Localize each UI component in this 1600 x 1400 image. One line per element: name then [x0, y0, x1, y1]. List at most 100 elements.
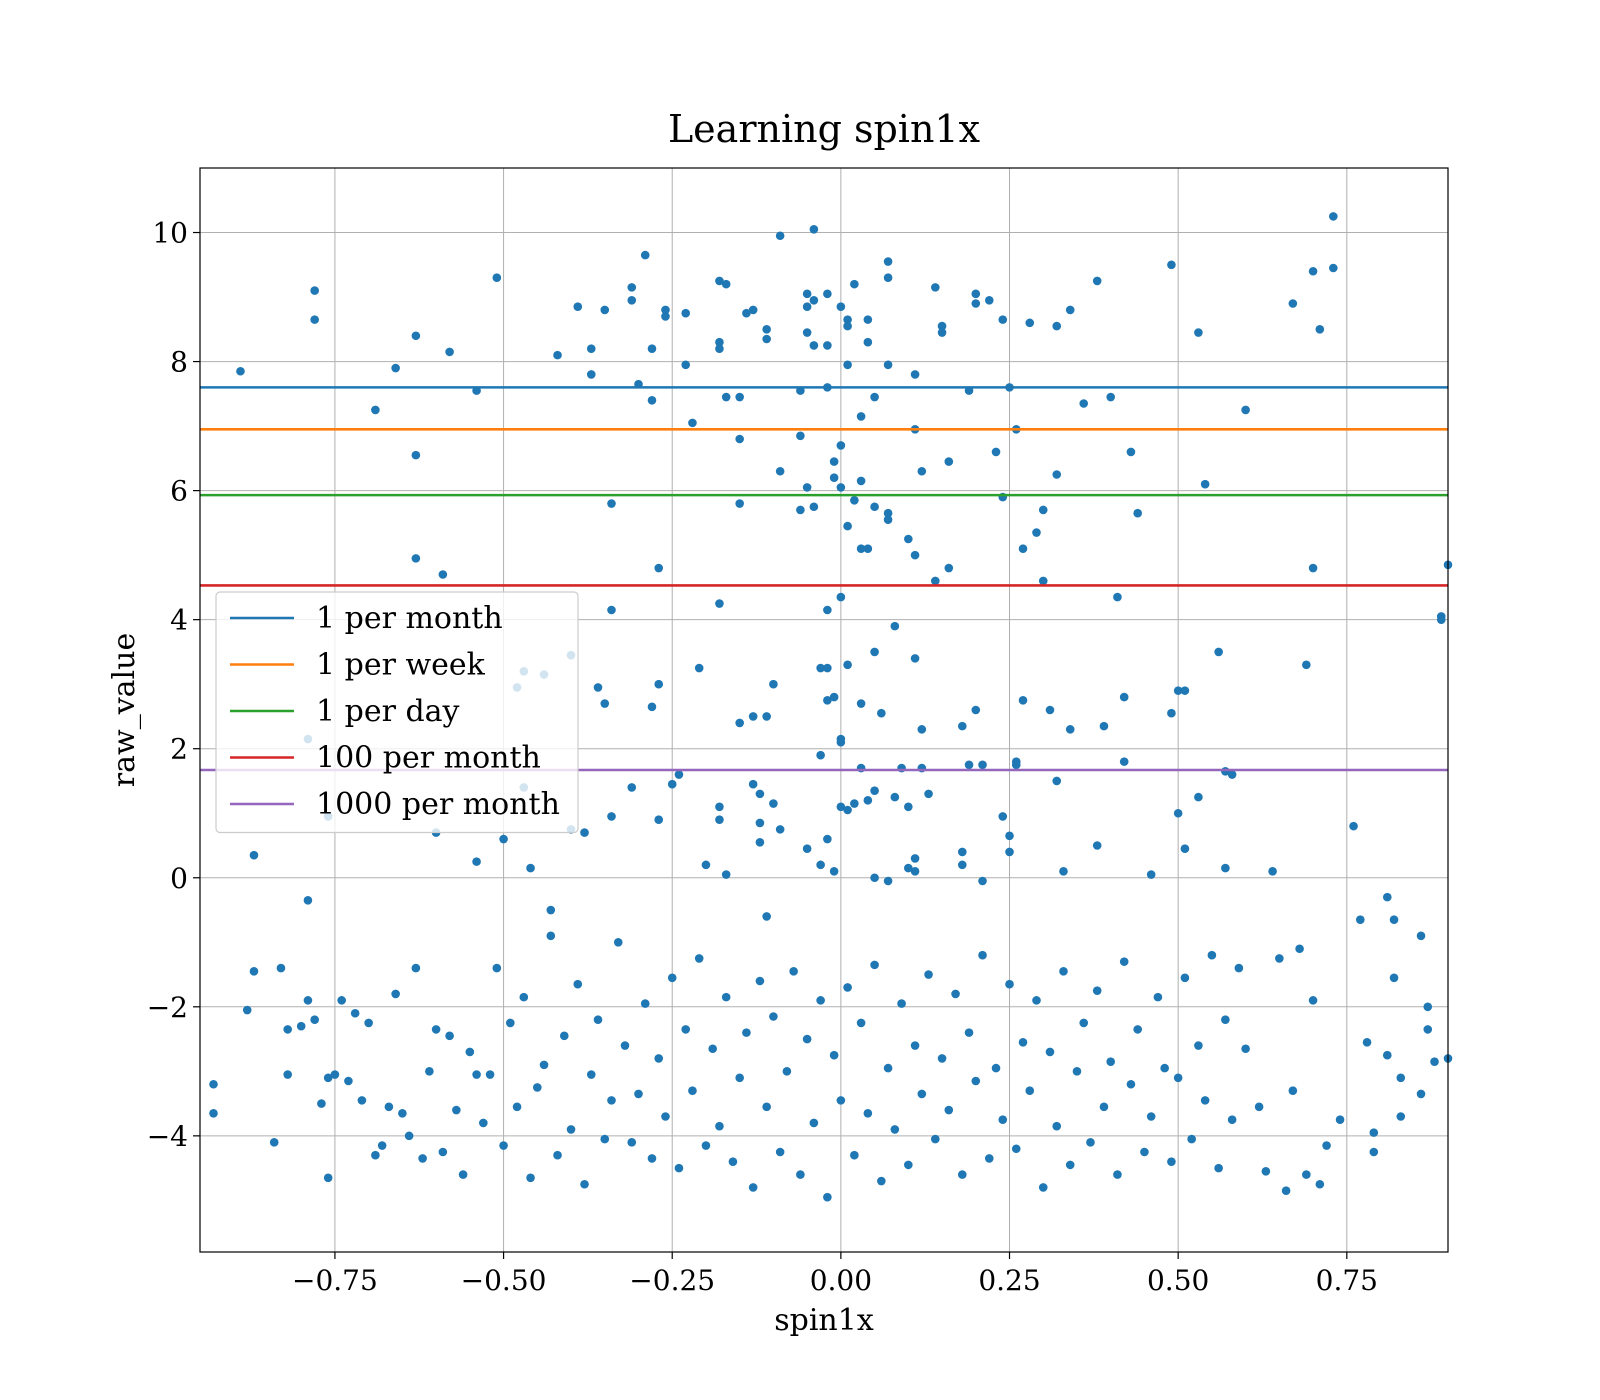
scatter-point: [850, 1150, 859, 1160]
scatter-point: [1288, 1086, 1298, 1095]
scatter-point: [627, 783, 637, 792]
scatter-point: [350, 1008, 360, 1018]
scatter-point: [748, 712, 758, 721]
scatter-point: [1052, 470, 1062, 479]
scatter-point: [748, 1183, 758, 1192]
scatter-point: [897, 999, 906, 1008]
scatter-point: [1005, 847, 1014, 857]
scatter-point: [1214, 647, 1223, 657]
scatter-point: [762, 325, 771, 334]
scatter-point: [937, 321, 947, 331]
plot-frame: [199, 167, 1449, 1253]
scatter-point: [1396, 1073, 1406, 1083]
scatter-point: [1133, 508, 1142, 518]
scatter-point: [1423, 1002, 1433, 1012]
x-tick-label: 0.50: [1147, 1264, 1209, 1297]
scatter-point: [445, 1031, 454, 1041]
scatter-point: [1167, 260, 1176, 270]
scatter-point: [1086, 1138, 1095, 1147]
scatter-point: [647, 344, 657, 353]
scatter-point: [1011, 760, 1021, 770]
scatter-point: [607, 605, 616, 615]
scatter-point: [1059, 967, 1068, 976]
scatter-point: [586, 370, 596, 379]
scatter-point: [559, 1031, 569, 1041]
scatter-point: [1221, 863, 1230, 873]
scatter-point: [1099, 1102, 1109, 1112]
scatter-point: [775, 825, 785, 834]
scatter-point: [1173, 686, 1183, 695]
scatter-point: [1018, 696, 1028, 705]
scatter-point: [317, 1099, 326, 1108]
scatter-point: [1052, 776, 1062, 786]
scatter-point: [816, 663, 825, 673]
scatter-point: [546, 931, 556, 941]
scatter-point: [384, 1102, 394, 1112]
scatter-point: [654, 563, 664, 573]
scatter-point: [721, 392, 731, 402]
scatter-point: [694, 954, 704, 963]
scatter-point: [499, 834, 508, 844]
scatter-point: [721, 870, 731, 879]
y-axis-label: raw_value: [107, 633, 142, 787]
scatter-point: [607, 499, 616, 508]
scatter-point: [971, 289, 981, 299]
scatter-point: [715, 337, 724, 347]
scatter-point: [823, 1192, 832, 1202]
scatter-point: [1140, 1147, 1149, 1157]
scatter-point: [1025, 318, 1035, 328]
scatter-point: [310, 315, 319, 324]
scatter-point: [735, 1073, 744, 1083]
y-tick-label: 10: [152, 217, 188, 250]
scatter-point: [654, 815, 664, 824]
scatter-point: [715, 802, 724, 812]
scatter-point: [755, 818, 765, 828]
x-axis-label: spin1x: [774, 1303, 874, 1338]
legend-label: 1 per week: [316, 648, 486, 683]
scatter-point: [1281, 1186, 1291, 1196]
scatter-point: [1221, 1015, 1230, 1025]
scatter-point: [789, 967, 798, 976]
scatter-point: [1079, 1018, 1089, 1028]
scatter-point: [647, 702, 657, 712]
y-tick-label: 2: [170, 733, 188, 766]
scatter-point: [944, 563, 954, 573]
scatter-point: [492, 273, 502, 282]
scatter-point: [957, 847, 967, 857]
scatter-point: [1038, 576, 1048, 586]
scatter-point: [1308, 266, 1318, 276]
scatter-point: [1382, 1050, 1392, 1060]
scatter-point: [856, 544, 866, 553]
scatter-point: [931, 576, 940, 586]
scatter-point: [917, 725, 927, 734]
scatter-point: [1275, 954, 1284, 963]
scatter-point: [883, 273, 893, 282]
scatter-point: [1119, 692, 1129, 702]
scatter-point: [870, 786, 879, 795]
scatter-point: [809, 502, 819, 512]
scatter-point: [1119, 757, 1129, 766]
scatter-point: [573, 302, 583, 312]
scatter-point: [1200, 479, 1210, 489]
scatter-point: [755, 837, 765, 847]
scatter-point: [870, 647, 879, 657]
scatter-point: [613, 937, 623, 947]
scatter-point: [802, 1034, 812, 1044]
scatter-point: [1194, 1041, 1203, 1050]
scatter-point: [863, 1108, 873, 1118]
scatter-point: [472, 1070, 481, 1079]
scatter-point: [296, 1021, 306, 1031]
scatter-point: [904, 1160, 913, 1170]
scatter-point: [1045, 705, 1055, 715]
scatter-point: [836, 302, 846, 312]
scatter-point: [1416, 1089, 1426, 1099]
y-tick-label: 0: [170, 862, 188, 895]
scatter-point: [1153, 992, 1163, 1002]
scatter-point: [1369, 1128, 1379, 1137]
scatter-point: [586, 344, 596, 353]
scatter-point: [1436, 615, 1446, 624]
scatter-point: [431, 1025, 441, 1034]
scatter-point: [823, 663, 832, 673]
y-axis-ticks: −4 −2 0 2 4 6 8 10: [147, 217, 200, 1153]
scatter-point: [742, 308, 751, 318]
